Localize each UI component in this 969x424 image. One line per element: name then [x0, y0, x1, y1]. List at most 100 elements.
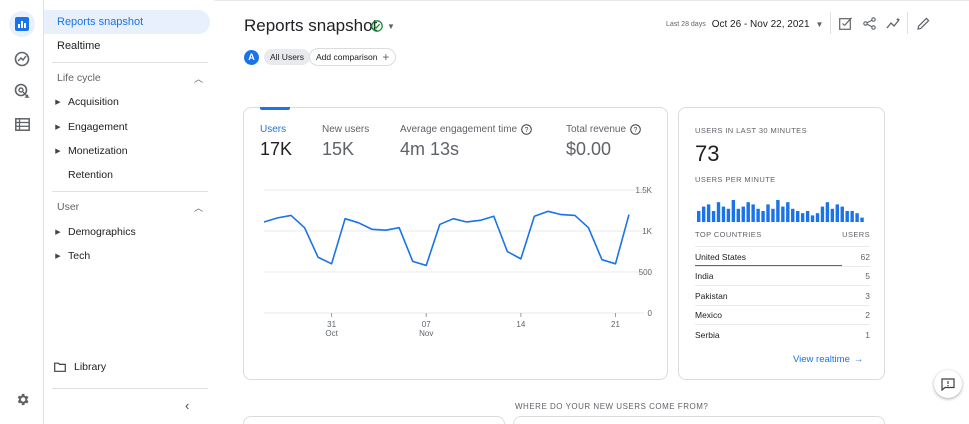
help-icon[interactable]: ? [630, 124, 641, 135]
per-minute-bar [820, 206, 825, 222]
reports-icon[interactable] [9, 11, 35, 37]
sidebar-divider [52, 388, 208, 389]
y-tick-label: 1K [642, 227, 652, 236]
header-separator [830, 12, 831, 34]
add-comparison-button[interactable]: Add comparison + [309, 48, 397, 66]
country-row: Pakistan 3 [695, 285, 870, 305]
edit-pencil-icon[interactable] [914, 14, 932, 32]
share-icon[interactable] [860, 14, 878, 32]
all-users-label: All Users [264, 49, 311, 65]
per-minute-bar [786, 202, 790, 222]
help-icon[interactable]: ? [521, 124, 532, 135]
y-tick-label: 1.5K [636, 186, 653, 195]
per-minute-bar [835, 204, 839, 222]
country-users: 1 [865, 329, 870, 340]
section-user[interactable]: User ︿ [57, 197, 203, 217]
users-per-minute-label: USERS PER MINUTE [695, 175, 776, 184]
per-minute-bar [845, 211, 849, 222]
comparison-avatar: A [244, 49, 259, 65]
per-minute-bar [781, 206, 785, 222]
overview-card: Users 17K New users 15K Average engageme… [243, 107, 668, 380]
top-countries-label: TOP COUNTRIES [695, 230, 762, 239]
users-column-label: USERS [842, 230, 870, 239]
metric-total-revenue[interactable]: Total revenue ? $0.00 [566, 124, 641, 160]
per-minute-bar [711, 211, 716, 222]
per-minute-bar [815, 213, 820, 222]
per-minute-bar [850, 211, 854, 222]
date-range-picker[interactable]: Last 28 days Oct 26 - Nov 22, 2021 ▼ [666, 15, 823, 33]
nav-acquisition-label: Acquisition [68, 96, 119, 108]
title-status-dropdown[interactable]: ▼ [366, 16, 408, 36]
x-tick-label: 31 [327, 320, 336, 329]
metric-new-users[interactable]: New users 15K [322, 124, 369, 160]
per-minute-bar [766, 204, 770, 222]
caret-down-icon: ▼ [387, 21, 395, 31]
per-minute-bar [761, 211, 765, 222]
svg-text:?: ? [634, 127, 638, 134]
add-comparison-label: Add comparison [316, 52, 378, 62]
collapse-sidebar-icon[interactable]: ‹ [185, 398, 190, 413]
plus-icon: + [382, 50, 390, 64]
country-name: Serbia [695, 329, 720, 340]
sidebar: Reports snapshot Realtime Life cycle ︿ ▶… [44, 0, 214, 424]
x-tick-label: 07 [422, 320, 431, 329]
feedback-icon [941, 377, 955, 391]
y-tick-label: 0 [648, 309, 653, 318]
nav-retention-label: Retention [68, 169, 113, 181]
y-tick-label: 500 [639, 268, 653, 277]
per-minute-bar [771, 208, 775, 222]
metric-engagement-time-value: 4m 13s [400, 139, 460, 159]
per-minute-bar [840, 206, 844, 222]
view-realtime-label: View realtime [793, 354, 850, 365]
users-per-minute-bars [697, 200, 864, 222]
nav-monetization-label: Monetization [68, 145, 128, 157]
expand-arrow-icon: ▶ [55, 124, 61, 131]
nav-retention[interactable]: Retention [44, 164, 210, 186]
nav-tech[interactable]: ▶ Tech [44, 245, 210, 267]
per-minute-bar [825, 202, 830, 222]
per-minute-bar [830, 208, 835, 222]
acquisition-card-left [243, 416, 505, 424]
per-minute-bar [751, 204, 755, 222]
feedback-button[interactable] [934, 370, 962, 398]
top-border [214, 0, 969, 1]
per-minute-bar [756, 208, 760, 222]
per-minute-bar [746, 202, 750, 222]
per-minute-bar [697, 211, 701, 222]
expand-arrow-icon: ▶ [55, 229, 61, 236]
arrow-right-icon: → [853, 354, 864, 365]
advertising-icon[interactable] [12, 81, 32, 101]
nav-monetization[interactable]: ▶ Monetization [44, 140, 210, 162]
nav-tech-label: Tech [68, 250, 91, 262]
metric-users[interactable]: Users 17K [260, 124, 292, 160]
metric-engagement-time[interactable]: Average engagement time ? 4m 13s [400, 124, 532, 160]
folder-icon [54, 362, 66, 372]
country-users: 62 [860, 251, 870, 262]
nav-library[interactable]: Library [54, 357, 106, 377]
per-minute-bar [855, 213, 859, 222]
icon-rail [0, 0, 44, 424]
x-tick-label: 14 [516, 320, 525, 329]
insights-icon[interactable] [884, 14, 902, 32]
country-users: 2 [865, 310, 870, 320]
nav-reports-snapshot[interactable]: Reports snapshot [44, 10, 210, 34]
nav-realtime[interactable]: Realtime [57, 40, 101, 52]
country-name: Mexico [695, 310, 722, 320]
configure-icon[interactable] [12, 114, 32, 134]
nav-acquisition[interactable]: ▶ Acquisition [44, 91, 210, 113]
view-realtime-link[interactable]: View realtime → [793, 354, 863, 365]
nav-library-label: Library [74, 361, 107, 373]
chevron-up-icon: ︿ [193, 73, 203, 84]
section-lifecycle-label: Life cycle [57, 72, 101, 84]
customize-report-icon[interactable] [836, 14, 854, 32]
sidebar-divider [52, 191, 208, 192]
country-users: 3 [865, 290, 870, 301]
per-minute-bar [810, 215, 815, 222]
settings-icon[interactable] [12, 389, 32, 409]
explore-icon[interactable] [12, 49, 32, 69]
section-lifecycle[interactable]: Life cycle ︿ [57, 68, 203, 88]
nav-demographics[interactable]: ▶ Demographics [44, 221, 210, 243]
nav-engagement[interactable]: ▶ Engagement [44, 116, 210, 138]
countries-header: TOP COUNTRIES USERS [695, 230, 870, 239]
all-users-chip[interactable]: A All Users [244, 48, 311, 66]
